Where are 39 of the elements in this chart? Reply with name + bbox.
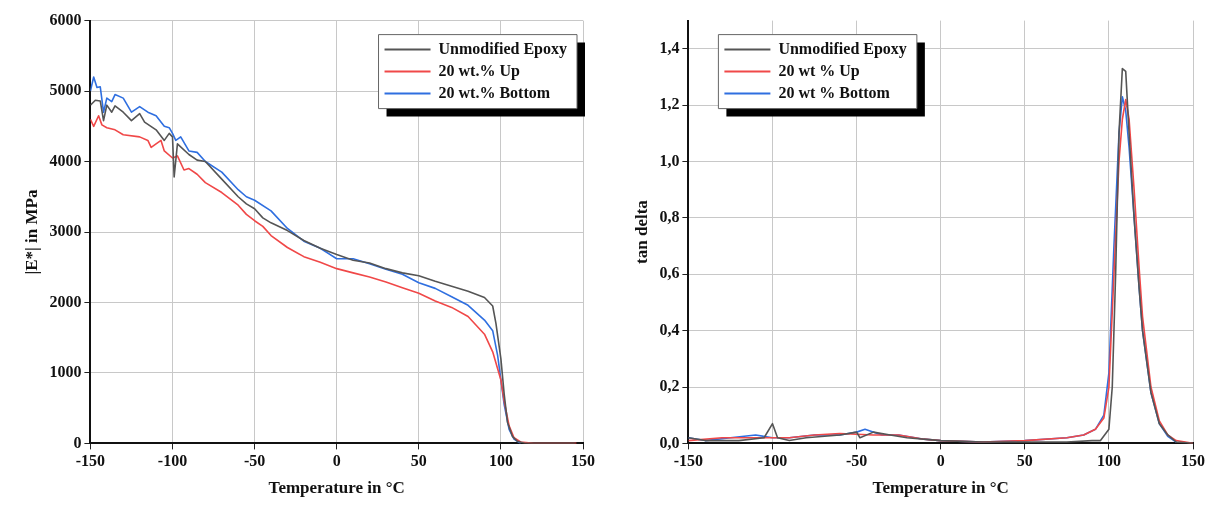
x-tick-label: 50	[1016, 452, 1033, 470]
legend-label: 20 wt.% Up	[438, 61, 520, 80]
x-axis-title: Temperature in °C	[268, 478, 405, 498]
y-tick-label: 0,8	[659, 208, 680, 226]
y-axis-title: |E*| in MPa	[21, 189, 41, 275]
x-tick-label: -150	[75, 452, 106, 470]
x-tick-label: -50	[845, 452, 868, 470]
y-tick-label: 4000	[49, 151, 82, 169]
y-tick-label: 1000	[49, 363, 82, 381]
y-tick-label: 5000	[49, 81, 82, 99]
legend-label: 20 wt % Bottom	[778, 83, 891, 101]
x-tick-label: 150	[1181, 452, 1205, 470]
y-tick-label: 2000	[49, 292, 82, 310]
legend-label: 20 wt.% Bottom	[438, 83, 551, 101]
y-tick-label: 6000	[49, 10, 82, 28]
x-tick-label: 50	[410, 452, 427, 470]
legend-label: Unmodified Epoxy	[438, 39, 567, 58]
x-tick-label: -100	[157, 452, 188, 470]
y-tick-label: 1,2	[659, 95, 680, 113]
y-tick-label: 0	[73, 433, 82, 451]
legend-label: 20 wt % Up	[778, 61, 860, 80]
x-tick-label: 150	[571, 452, 595, 470]
y-tick-label: 0,4	[659, 320, 680, 338]
y-tick-label: 1,0	[659, 151, 680, 169]
x-tick-label: -150	[673, 452, 704, 470]
x-tick-label: -100	[757, 452, 788, 470]
y-tick-label: 1,4	[659, 38, 680, 56]
x-tick-label: 0	[332, 452, 341, 470]
y-tick-label: 3000	[49, 222, 82, 240]
y-tick-label: 0,2	[659, 377, 680, 395]
y-tick-label: 0,0	[659, 433, 680, 451]
legend-label: Unmodified Epoxy	[778, 39, 907, 58]
x-axis-title: Temperature in °C	[872, 478, 1009, 498]
y-axis-title: tan delta	[631, 199, 651, 264]
x-tick-label: 100	[1096, 452, 1121, 470]
x-tick-label: 100	[488, 452, 513, 470]
y-tick-label: 0,6	[659, 264, 680, 282]
x-tick-label: 0	[936, 452, 945, 470]
x-tick-label: -50	[243, 452, 266, 470]
